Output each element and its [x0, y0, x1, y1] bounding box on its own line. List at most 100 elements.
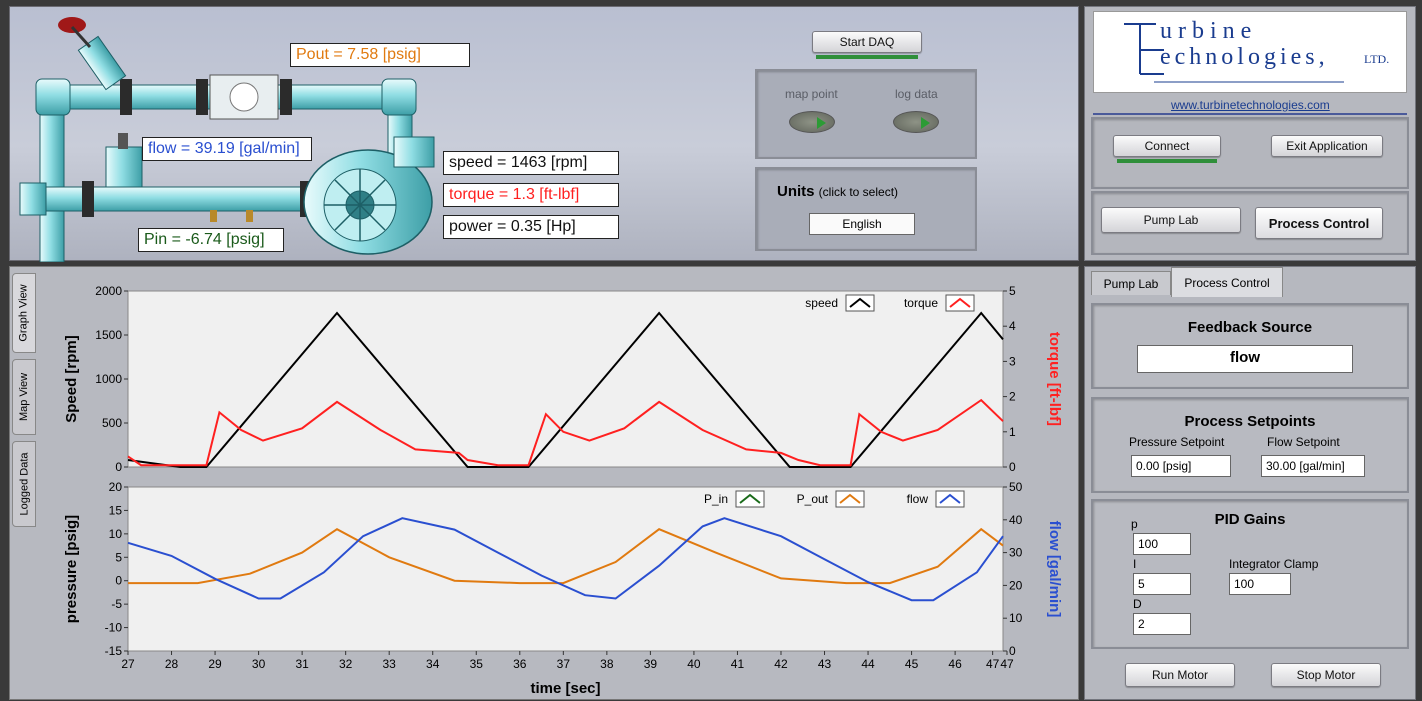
pid-title: PID Gains: [1214, 511, 1286, 528]
pressure-setpoint-label: Pressure Setpoint: [1129, 435, 1225, 449]
y2-tick-label: 4: [1009, 319, 1016, 333]
x-tick-label: 45: [905, 657, 919, 671]
x-tick-label: 34: [426, 657, 440, 671]
connect-box: Connect Exit Application: [1091, 117, 1409, 189]
tab-logged-data[interactable]: Logged Data: [12, 441, 36, 527]
x-tick-label: 43: [818, 657, 832, 671]
y-axis-label: Speed [rpm]: [63, 335, 80, 423]
series-line-flow: [127, 517, 1004, 602]
pout-readout: Pout = 7.58 [psig]: [290, 43, 470, 67]
pump-lab-button[interactable]: Pump Lab: [1101, 207, 1241, 233]
units-selector[interactable]: English: [809, 213, 915, 235]
integrator-clamp-label: Integrator Clamp: [1229, 557, 1319, 571]
connect-indicator: [1117, 159, 1217, 163]
y2-tick-label: 10: [1009, 611, 1023, 625]
x-tick-label: 35: [470, 657, 484, 671]
x-tick-label: 47: [986, 657, 1000, 671]
series-line-speed: [127, 311, 1004, 468]
x-tick-label: 28: [165, 657, 179, 671]
pump-diagram-panel: Pout = 7.58 [psig] flow = 39.19 [gal/min…: [9, 6, 1079, 262]
d-label: D: [1133, 597, 1142, 611]
units-box: Units (click to select) English: [755, 167, 977, 251]
y2-tick-label: 30: [1009, 546, 1023, 560]
i-gain-input[interactable]: 5: [1133, 573, 1191, 595]
pressure-setpoint-input[interactable]: 0.00 [psig]: [1131, 455, 1231, 477]
brand-logo: urbine echnologies, LTD.: [1093, 11, 1407, 93]
power-readout: power = 0.35 [Hp]: [443, 215, 619, 239]
legend-label: P_out: [797, 492, 829, 506]
control-panel: urbine echnologies, LTD. www.turbinetech…: [1084, 6, 1416, 261]
y2-axis-label: torque [ft-lbf]: [1046, 332, 1063, 426]
legend-swatch-torque: [949, 297, 971, 308]
x-tick-label: 33: [383, 657, 397, 671]
x-tick-label: 47: [1000, 657, 1014, 671]
feedback-source-field[interactable]: flow: [1137, 345, 1353, 373]
series-line-p_out: [128, 527, 1004, 585]
tab-process-control[interactable]: Process Control: [1171, 267, 1283, 297]
stop-motor-button[interactable]: Stop Motor: [1271, 663, 1381, 687]
x-axis-label: time [sec]: [530, 680, 600, 697]
y-tick-label: 2000: [95, 284, 122, 298]
x-tick-label: 44: [861, 657, 875, 671]
run-motor-button[interactable]: Run Motor: [1125, 663, 1235, 687]
tab-map-view[interactable]: Map View: [12, 359, 36, 435]
legend-swatch-box: [845, 294, 875, 312]
i-label: I: [1133, 557, 1137, 571]
y-tick-label: -10: [105, 621, 123, 635]
process-control-panel: Pump Lab Process Control Feedback Source…: [1084, 266, 1416, 700]
y2-tick-label: 50: [1009, 480, 1023, 494]
y-tick-label: 10: [109, 527, 123, 541]
connect-button[interactable]: Connect: [1113, 135, 1221, 157]
y-tick-label: 1000: [95, 372, 122, 386]
y-axis-label: pressure [psig]: [63, 515, 80, 623]
units-title: Units: [777, 183, 815, 200]
flow-setpoint-input[interactable]: 30.00 [gal/min]: [1261, 455, 1365, 477]
start-daq-button[interactable]: Start DAQ: [812, 31, 922, 53]
y-tick-label: 15: [109, 503, 123, 517]
exit-application-button[interactable]: Exit Application: [1271, 135, 1383, 157]
y-tick-label: -5: [111, 597, 122, 611]
x-tick-label: 40: [687, 657, 701, 671]
y-tick-label: 500: [102, 416, 122, 430]
tab-graph-view[interactable]: Graph View: [12, 273, 36, 353]
brand-url-link[interactable]: www.turbinetechnologies.com: [1171, 98, 1330, 112]
pid-gains-box: PID Gains p 100 I 5 D 2 Integrator Clamp…: [1091, 499, 1409, 649]
setpoints-title: Process Setpoints: [1184, 413, 1316, 430]
y2-tick-label: 20: [1009, 578, 1023, 592]
process-control-button[interactable]: Process Control: [1255, 207, 1383, 239]
p-gain-input[interactable]: 100: [1133, 533, 1191, 555]
x-tick-label: 27: [121, 657, 135, 671]
x-tick-label: 38: [600, 657, 614, 671]
legend-swatch-box: [945, 294, 975, 312]
d-gain-input[interactable]: 2: [1133, 613, 1191, 635]
p-label: p: [1131, 517, 1138, 531]
log-data-button[interactable]: [893, 111, 939, 133]
integrator-clamp-input[interactable]: 100: [1229, 573, 1291, 595]
mode-box: Pump Lab Process Control: [1091, 191, 1409, 255]
y2-tick-label: 40: [1009, 513, 1023, 527]
pump-schematic: [19, 17, 435, 262]
x-tick-label: 30: [252, 657, 266, 671]
y-tick-label: 5: [115, 550, 122, 564]
y2-tick-label: 5: [1009, 284, 1016, 298]
y-tick-label: -15: [105, 644, 123, 658]
brand-line2: echnologies,: [1160, 44, 1329, 70]
y-tick-label: 20: [109, 480, 123, 494]
feedback-source-title: Feedback Source: [1187, 319, 1313, 336]
plot-area: [127, 486, 1004, 652]
setpoints-box: Process Setpoints Pressure Setpoint 0.00…: [1091, 397, 1409, 493]
x-tick-label: 41: [731, 657, 745, 671]
logo-graphic: [1124, 23, 1344, 83]
map-point-button[interactable]: [789, 111, 835, 133]
log-data-label: log data: [895, 87, 938, 101]
legend-swatch-box: [735, 490, 765, 508]
y2-tick-label: 0: [1009, 460, 1016, 474]
x-tick-label: 46: [948, 657, 962, 671]
legend-swatch-box: [835, 490, 865, 508]
x-tick-label: 29: [208, 657, 222, 671]
tab-pump-lab[interactable]: Pump Lab: [1091, 271, 1171, 295]
y2-tick-label: 3: [1009, 354, 1016, 368]
x-tick-label: 42: [774, 657, 788, 671]
speed-readout: speed = 1463 [rpm]: [443, 151, 619, 175]
